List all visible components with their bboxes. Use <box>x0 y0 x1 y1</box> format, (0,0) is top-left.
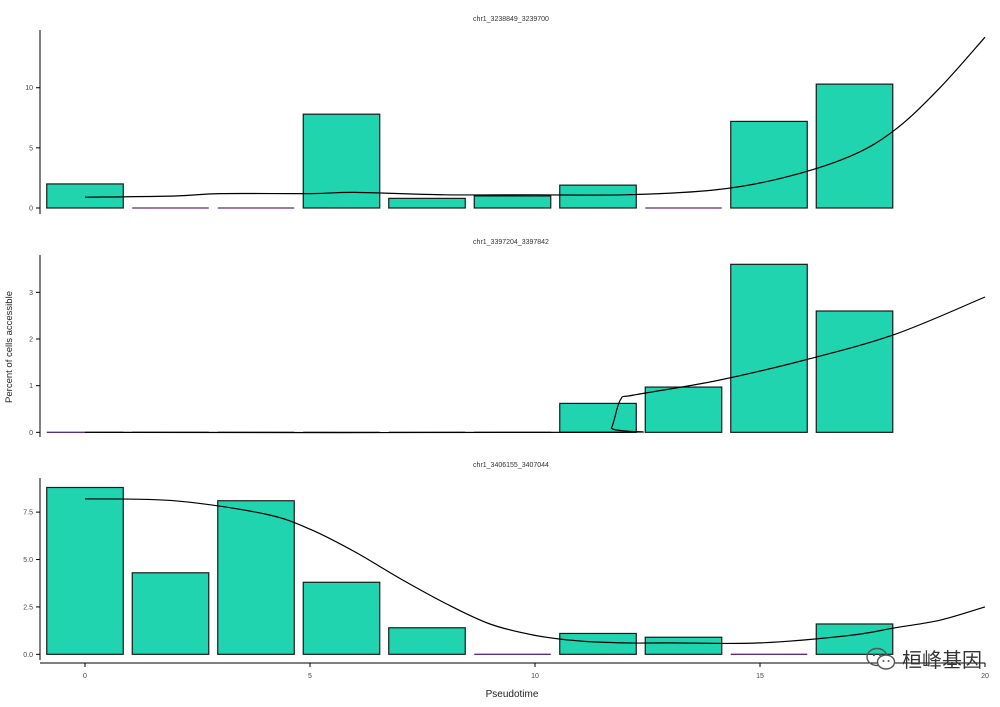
y-tick-label: 3 <box>29 290 33 297</box>
bar <box>644 386 723 433</box>
y-tick-label: 5 <box>29 145 33 152</box>
panel-title-3: chr1_3406155_3407044 <box>473 462 549 469</box>
bar <box>302 581 381 655</box>
bar <box>559 184 637 209</box>
bar <box>559 402 637 433</box>
x-tick-label: 10 <box>531 673 539 680</box>
trend-line-3 <box>84 498 986 645</box>
x-tick-label: 15 <box>756 673 764 680</box>
y-tick-label: 1 <box>29 383 33 390</box>
watermark-text: 桓峰基因 <box>902 648 982 672</box>
wechat-bubble-icon <box>866 647 896 670</box>
bar <box>46 486 124 655</box>
bar <box>730 263 808 433</box>
bar <box>388 197 466 209</box>
bar <box>815 623 894 655</box>
bar <box>559 632 637 655</box>
panel-title-1: chr1_3238849_3239700 <box>473 16 549 23</box>
bar <box>644 636 723 655</box>
x-axis-title: Pseudotime <box>486 689 539 700</box>
trend-line-2 <box>84 296 986 434</box>
y-tick-label: 0 <box>29 205 33 212</box>
y-tick-label: 0.0 <box>23 652 33 659</box>
watermark: 桓峰基因 <box>866 644 982 673</box>
bar <box>388 627 466 655</box>
bar <box>730 120 808 209</box>
x-tick-label: 5 <box>308 673 312 680</box>
y-axis-title: Percent of cells accessible <box>4 291 15 403</box>
bar <box>473 195 552 209</box>
bar <box>815 310 894 433</box>
y-tick-label: 2 <box>29 337 33 344</box>
trend-line-1 <box>84 36 986 198</box>
panel-title-2: chr1_3397204_3397842 <box>473 239 549 246</box>
x-tick-label: 0 <box>83 673 87 680</box>
bar <box>131 572 210 655</box>
y-tick-label: 10 <box>25 85 33 92</box>
x-tick-label: 20 <box>981 673 989 680</box>
y-tick-label: 2.5 <box>23 604 33 611</box>
bar <box>217 500 295 655</box>
bar <box>815 83 894 209</box>
y-tick-label: 0 <box>29 430 33 437</box>
y-tick-label: 5.0 <box>23 557 33 564</box>
bar <box>46 183 124 209</box>
y-tick-label: 7.5 <box>23 510 33 517</box>
